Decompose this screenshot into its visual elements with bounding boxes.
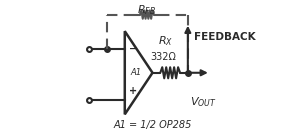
Text: FEEDBACK: FEEDBACK [194,32,256,42]
Text: A1 = 1/2 OP285: A1 = 1/2 OP285 [113,120,192,130]
Text: +: + [129,86,137,96]
Text: A1: A1 [130,68,142,77]
Text: $V_{OUT}$: $V_{OUT}$ [190,95,217,109]
Text: −: − [129,44,137,54]
Text: $R_{FB}$: $R_{FB}$ [138,4,156,17]
Text: $R_X$: $R_X$ [158,34,173,48]
Text: 332Ω: 332Ω [150,52,176,62]
